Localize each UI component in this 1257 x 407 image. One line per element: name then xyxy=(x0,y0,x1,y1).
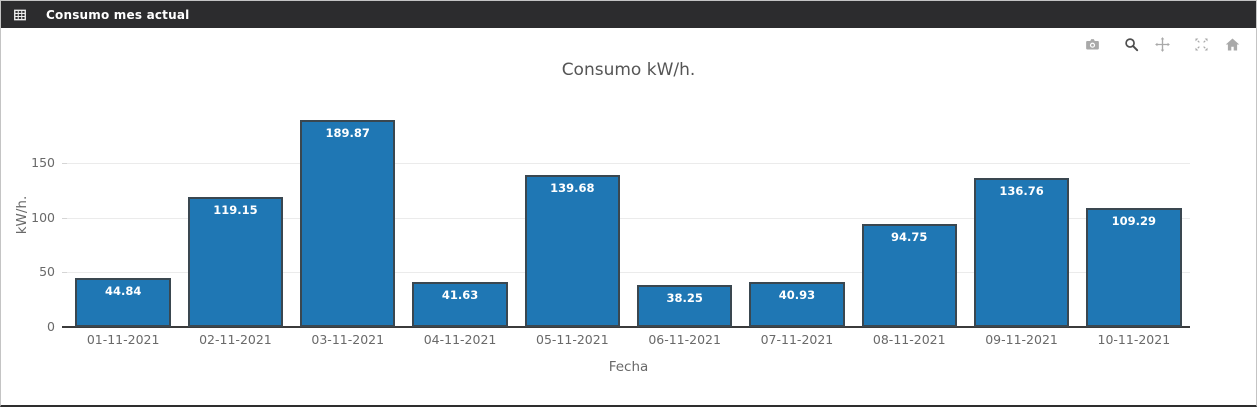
x-tick-label: 09-11-2021 xyxy=(985,332,1058,347)
x-axis-line xyxy=(67,326,1190,328)
bar-value-label: 139.68 xyxy=(550,180,595,195)
bar-value-label: 41.63 xyxy=(441,287,479,302)
bar[interactable]: 40.93 xyxy=(749,282,845,327)
zoom-button[interactable] xyxy=(1119,34,1144,58)
y-axis: 0 50 100 150 xyxy=(1,100,67,334)
bar-value-label: 119.15 xyxy=(213,202,258,217)
x-tick-label: 06-11-2021 xyxy=(648,332,721,347)
y-tick-mark xyxy=(62,272,67,274)
y-gridline xyxy=(67,163,1190,165)
bar[interactable]: 119.15 xyxy=(187,196,284,327)
camera-icon xyxy=(1084,36,1101,56)
autoscale-icon xyxy=(1193,36,1210,56)
bar[interactable]: 109.29 xyxy=(1086,207,1182,327)
y-tick-mark xyxy=(62,217,67,219)
x-tick-label: 08-11-2021 xyxy=(872,332,946,347)
panel-header: Consumo mes actual xyxy=(1,1,1256,28)
zoom-icon xyxy=(1123,36,1140,56)
bar-value-label: 109.29 xyxy=(1111,213,1157,228)
x-tick-label: 10-11-2021 xyxy=(1097,332,1171,347)
y-gridline xyxy=(67,272,1190,274)
bar[interactable]: 44.84 xyxy=(75,278,171,327)
bar-value-label: 94.75 xyxy=(891,229,928,244)
pan-icon xyxy=(1154,36,1171,56)
x-tick-label: 03-11-2021 xyxy=(311,332,385,347)
x-tick-label: 07-11-2021 xyxy=(760,332,834,347)
autoscale-button[interactable] xyxy=(1189,34,1214,58)
bar-value-label: 38.25 xyxy=(666,291,703,306)
y-tick-label: 50 xyxy=(39,264,55,280)
x-tick-label: 04-11-2021 xyxy=(423,332,497,347)
download-plot-button[interactable] xyxy=(1080,34,1105,58)
bar[interactable]: 139.68 xyxy=(524,174,621,327)
bar-value-label: 44.84 xyxy=(104,284,142,299)
y-axis-title: kW/h. xyxy=(14,195,30,235)
x-axis-title: Fecha xyxy=(608,359,649,375)
pan-button[interactable] xyxy=(1150,34,1175,58)
y-tick-label: 100 xyxy=(31,209,55,225)
bar[interactable]: 38.25 xyxy=(636,285,733,327)
reset-axes-button[interactable] xyxy=(1220,34,1245,58)
y-tick-label: 0 xyxy=(47,319,55,334)
y-gridline xyxy=(67,217,1190,219)
bar[interactable]: 41.63 xyxy=(412,281,508,327)
bar[interactable]: 94.75 xyxy=(861,223,957,327)
x-tick-label: 02-11-2021 xyxy=(199,332,272,347)
y-tick-mark xyxy=(62,163,67,165)
bar[interactable]: 136.76 xyxy=(973,177,1070,327)
panel-title: Consumo mes actual xyxy=(46,7,190,22)
table-grid-icon xyxy=(13,8,27,22)
bar-value-label: 189.87 xyxy=(325,125,370,140)
x-axis-tick-labels: 01-11-2021 02-11-2021 03-11-2021 04-11-2021… xyxy=(67,332,1190,348)
bar-value-label: 40.93 xyxy=(778,288,816,303)
plot-area: 44.84 119.15 189.87 41.63 139.68 38.25 40.93 94… xyxy=(67,100,1190,327)
y-tick-label: 150 xyxy=(31,155,55,171)
chart-area: Consumo kW/h. 0 50 100 150 44.84 119.15 189.8… xyxy=(1,28,1256,404)
x-tick-label: 05-11-2021 xyxy=(536,332,609,347)
plot-modebar xyxy=(1077,34,1248,58)
bar[interactable]: 189.87 xyxy=(300,119,396,327)
y-tick-mark xyxy=(62,326,67,328)
chart-title: Consumo kW/h. xyxy=(561,60,696,80)
bar-value-label: 136.76 xyxy=(999,183,1044,198)
x-tick-label: 01-11-2021 xyxy=(86,332,160,347)
home-icon xyxy=(1224,36,1241,56)
